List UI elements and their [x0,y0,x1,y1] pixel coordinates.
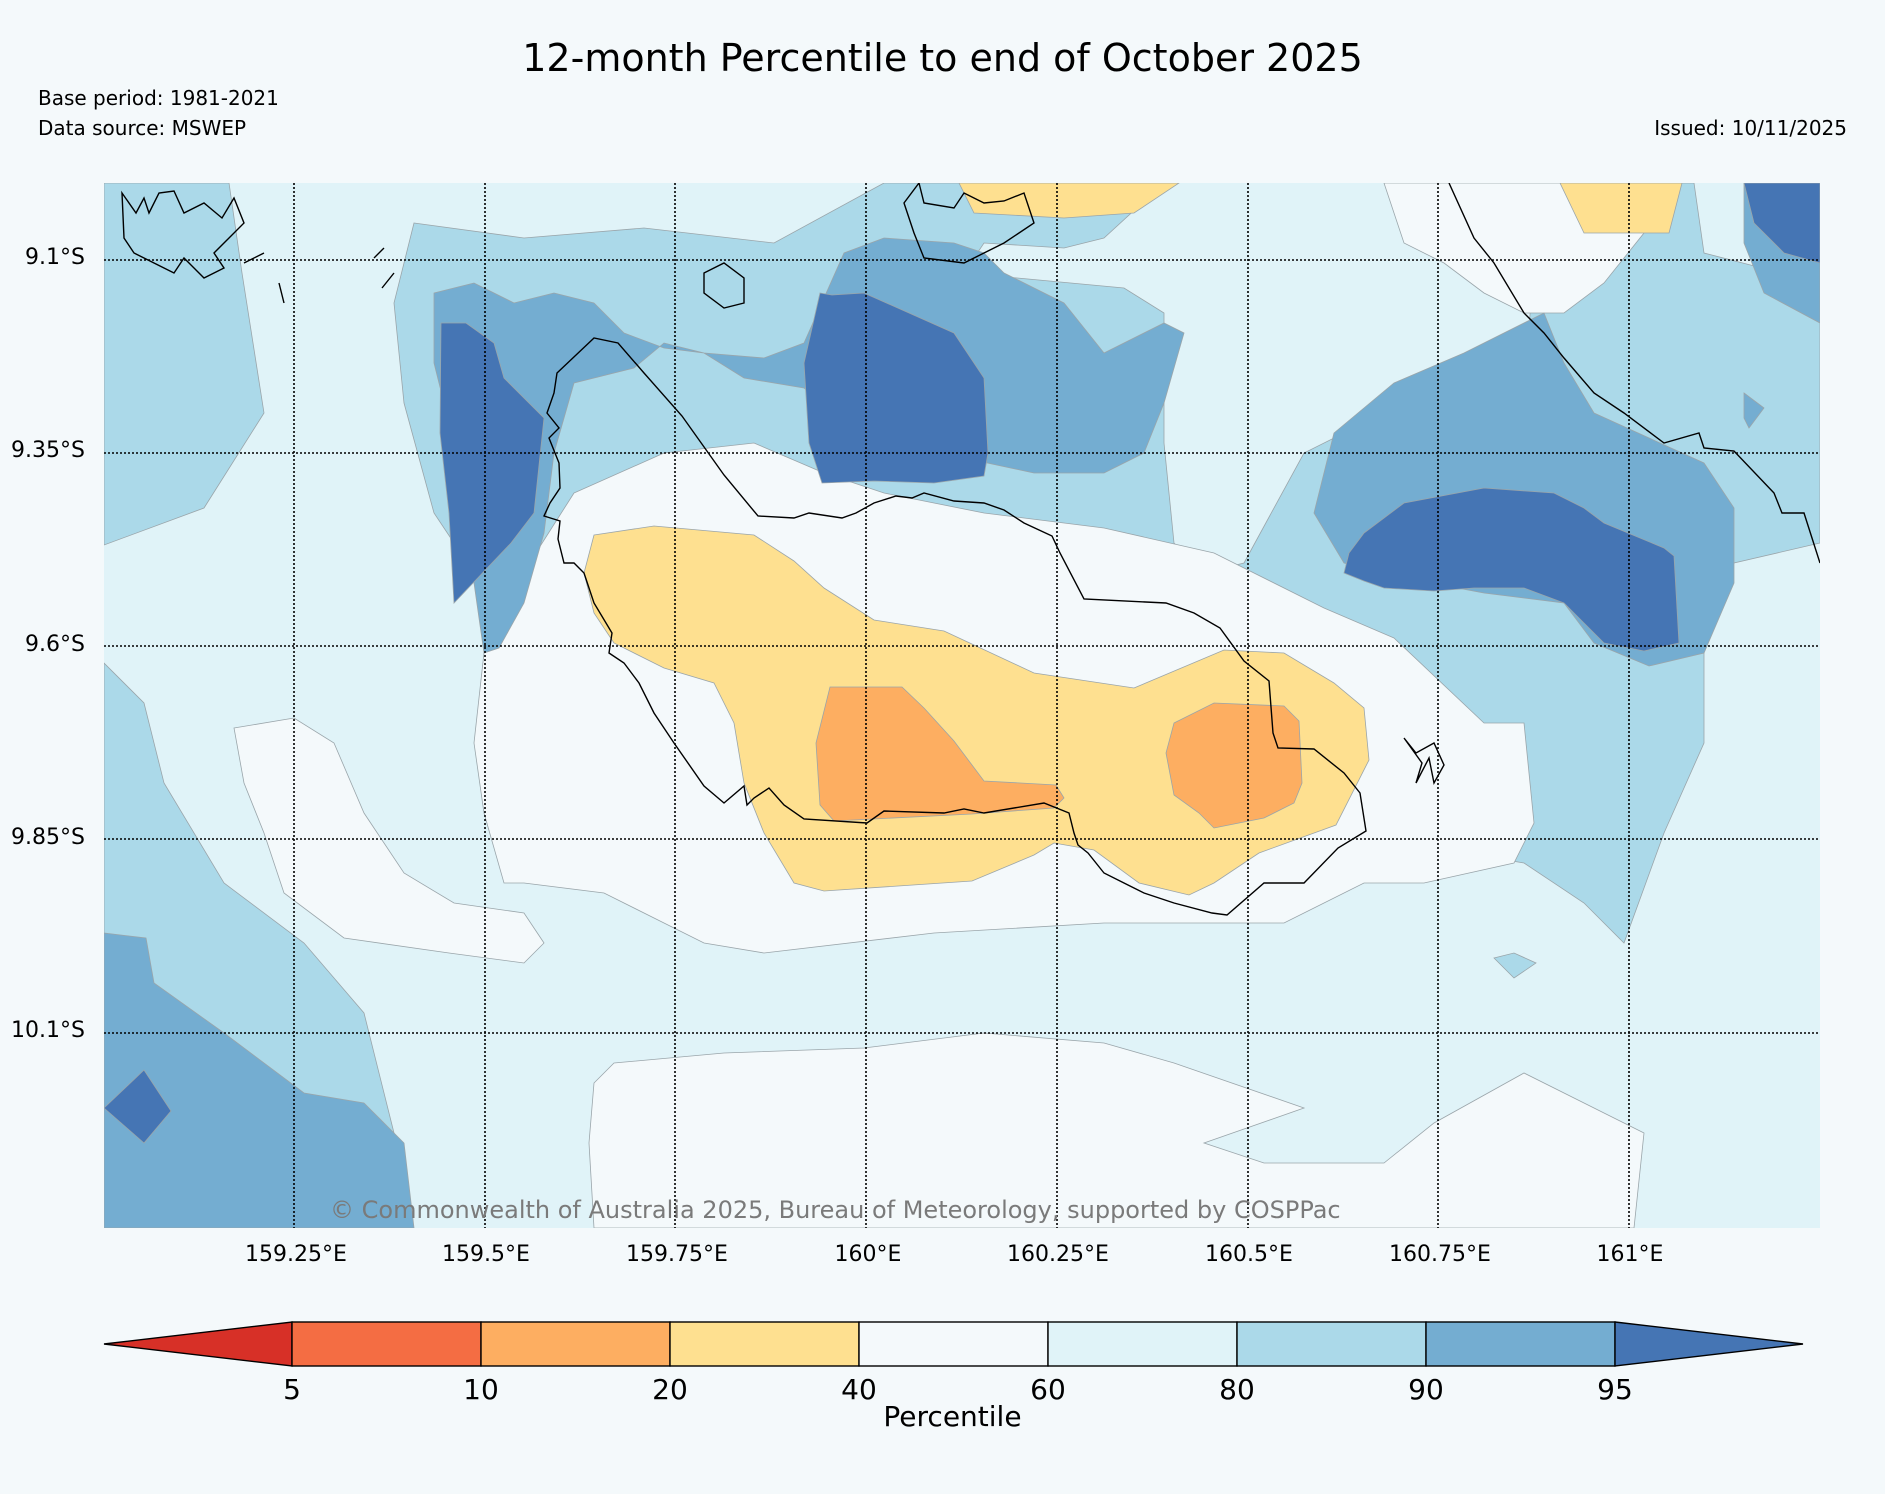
colorbar-extend-low [103,1321,293,1367]
coastline-small-islands [1403,737,1445,786]
lon-label-160.75: 160.75°E [1389,1242,1491,1267]
colorbar-tick-10: 10 [463,1373,499,1406]
field-95-far-east [1743,183,1820,264]
field-90-95-dot [1743,392,1765,429]
field-20-40-ne [1559,183,1683,234]
percentile-map [104,183,1820,1228]
field-20-40-main [583,525,1370,896]
colorbar-tick-80: 80 [1219,1373,1255,1406]
colorbar-tick-90: 90 [1408,1373,1444,1406]
coastline-nggela [903,183,1035,264]
field-95-east [1343,487,1680,652]
colorbar-bin-5-10 [291,1321,482,1367]
colorbar [103,1321,1804,1367]
colorbar-tick-95: 95 [1597,1373,1633,1406]
map-title: 12-month Percentile to end of October 20… [522,36,1363,80]
colorbar-bin-10-20 [480,1321,671,1367]
colorbar-bin-20-40 [669,1321,860,1367]
lat-label-9.35: 9.35°S [11,438,85,463]
coastline-savo [703,262,745,309]
coastline-florida-islands [121,190,245,279]
field-80-90-dot [1493,952,1537,979]
colorbar-bin-90-95 [1425,1321,1616,1367]
colorbar-bin-40-60 [858,1321,1049,1367]
lat-label-9.85: 9.85°S [11,825,85,850]
field-95-central [803,292,989,484]
issued-date: Issued: 10/11/2025 [1654,116,1847,140]
lat-label-9.1: 9.1°S [25,245,85,270]
coastline-malaita [1448,183,1820,564]
colorbar-bin-60-80 [1047,1321,1238,1367]
copyright-notice: © Commonwealth of Australia 2025, Bureau… [330,1196,1341,1224]
field-10-20-west [815,686,1065,822]
field-10-20-east [1165,702,1303,829]
colorbar-tick-40: 40 [841,1373,877,1406]
field-40-60-south [588,1032,1645,1228]
lon-label-160.25: 160.25°E [1007,1242,1109,1267]
graticule [104,183,1820,1228]
field-20-40-north [958,183,1180,219]
colorbar-tick-60: 60 [1030,1373,1066,1406]
field-90-95-west [433,237,1185,654]
coastline-guadalcanal [543,337,1367,916]
lat-label-10.1: 10.1°S [11,1018,85,1043]
colorbar-bin-80-90 [1236,1321,1427,1367]
colorbar-tick-5: 5 [283,1373,301,1406]
field-40-60-west [233,717,545,964]
colorbar-extend-high [1614,1321,1804,1367]
field-90-95-sw [104,932,415,1228]
coastline [121,183,1820,916]
lon-label-160.5: 160.5°E [1205,1242,1293,1267]
lon-label-159.75: 159.75°E [626,1242,728,1267]
base-period: Base period: 1981-2021 [38,86,279,110]
data-source: Data source: MSWEP [38,116,247,140]
coastline-west-fragment [243,247,395,304]
lat-label-9.6: 9.6°S [25,632,85,657]
field-95-sw [104,1069,172,1144]
lon-label-159.25: 159.25°E [245,1242,347,1267]
field-80-90-west [104,183,265,546]
lon-label-160: 160°E [834,1242,902,1267]
lon-label-159.5: 159.5°E [442,1242,530,1267]
colorbar-label: Percentile [883,1400,1022,1433]
colorbar-tick-20: 20 [652,1373,688,1406]
lon-label-161: 161°E [1596,1242,1664,1267]
